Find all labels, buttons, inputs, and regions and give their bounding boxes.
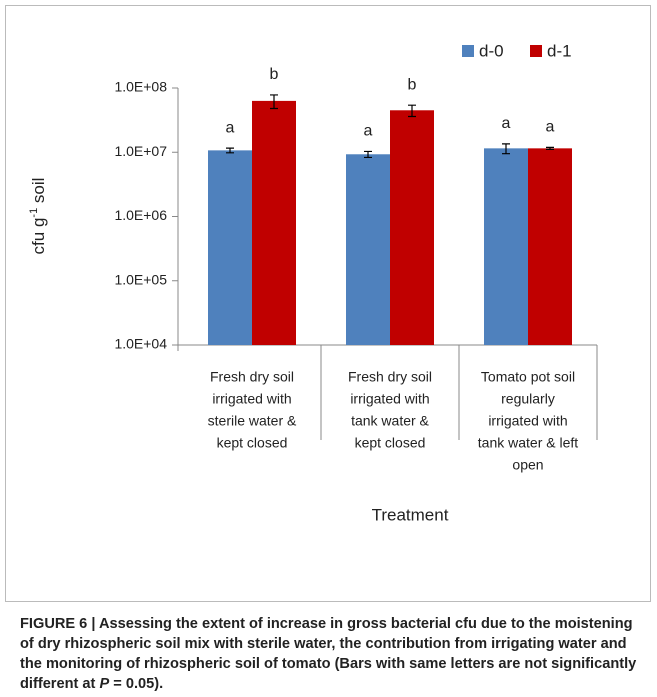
y-tick-label: 1.0E+08 [114,79,167,95]
x-tick-label: Fresh dry soil [348,369,432,385]
significance-letter: b [408,76,417,93]
chart-frame [5,5,651,602]
bar [484,148,528,345]
bar [252,100,296,346]
x-tick-label: tank water & left [478,435,578,451]
x-tick-label: open [512,457,543,473]
caption-tail: = 0.05). [109,676,164,692]
legend-swatch [462,45,474,57]
error-bar [270,94,278,110]
significance-letter: a [364,123,373,140]
x-tick-label: irrigated with [488,413,567,429]
x-axis-label: Treatment [372,505,449,524]
legend-label: d-0 [479,41,504,60]
x-tick-label: kept closed [217,435,288,451]
significance-letter: a [226,119,235,136]
y-axis-label-sup: -1 [28,208,40,218]
legend-label: d-1 [547,41,572,60]
x-tick-label: irrigated with [350,391,429,407]
chart: Treatment cfu g-1 soil 1.0E+04 1.0E+05 1.0… [5,5,651,602]
caption-italic: P [99,676,110,692]
legend-swatch [530,45,542,57]
bar [528,148,572,345]
bar [390,110,434,345]
error-bar [546,146,554,150]
x-tick-label: tank water & [351,413,429,429]
y-axis-label: cfu g-1 soil [28,178,49,255]
caption-text: FIGURE 6 | Assessing the extent of incre… [20,616,637,692]
error-bar [502,143,510,155]
x-tick-label: regularly [501,391,555,407]
y-tick-label: 1.0E+05 [114,271,167,287]
y-tick-label: 1.0E+06 [114,207,167,223]
x-tick-label: Fresh dry soil [210,369,294,385]
x-tick-label: kept closed [355,435,426,451]
significance-letter: b [270,66,279,83]
y-axis-label-text: cfu g [29,218,48,255]
bar [208,150,252,345]
y-tick-label: 1.0E+07 [114,143,167,159]
x-tick-label: sterile water & [208,413,297,429]
bar [346,154,390,345]
error-bar [364,150,372,159]
significance-letter: a [502,115,511,132]
y-tick-label: 1.0E+04 [114,336,167,352]
error-bar [408,104,416,118]
y-axis-label-tail: soil [29,178,48,208]
caption: FIGURE 6 | Assessing the extent of incre… [20,614,645,694]
x-tick-label: Tomato pot soil [481,369,575,385]
significance-letter: a [546,119,555,136]
x-tick-label: irrigated with [212,391,291,407]
error-bar [226,147,234,154]
